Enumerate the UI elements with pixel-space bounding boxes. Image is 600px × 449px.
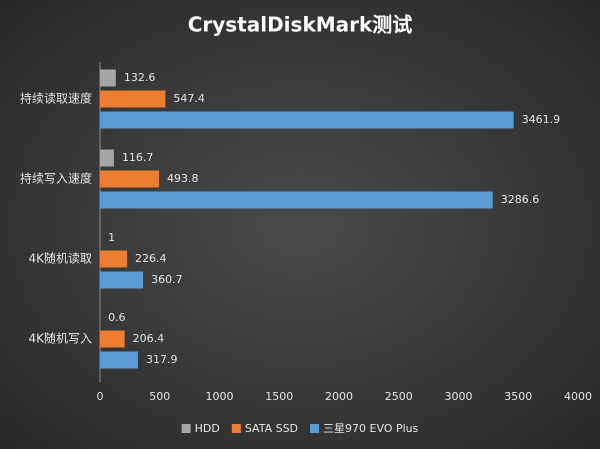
bar — [100, 191, 493, 209]
bar — [100, 149, 114, 167]
legend-swatch — [181, 424, 191, 433]
bar — [100, 170, 160, 188]
category-label: 4K随机写入 — [28, 331, 92, 346]
x-tick-label: 500 — [149, 390, 170, 403]
x-tick-label: 4000 — [564, 390, 592, 403]
value-label: 116.7 — [122, 151, 154, 164]
x-tick-label: 1000 — [206, 390, 234, 403]
bar — [100, 271, 144, 289]
legend-swatch — [231, 424, 241, 433]
value-label: 3286.6 — [501, 193, 539, 206]
x-tick-label: 0 — [97, 390, 104, 403]
value-label: 132.6 — [124, 71, 156, 84]
bar — [100, 90, 166, 108]
value-label: 317.9 — [146, 353, 178, 366]
legend-label: SATA SSD — [245, 422, 298, 435]
x-tick-label: 2500 — [385, 390, 413, 403]
x-tick-label: 1500 — [265, 390, 293, 403]
value-label: 206.4 — [133, 332, 165, 345]
value-label: 226.4 — [135, 252, 167, 265]
bar — [100, 351, 138, 369]
bar — [100, 69, 116, 87]
bar — [100, 250, 128, 268]
category-label: 持续写入速度 — [20, 171, 92, 186]
legend-label: HDD — [195, 422, 220, 435]
chart-title: CrystalDiskMark测试 — [188, 13, 413, 37]
value-label: 360.7 — [151, 273, 183, 286]
value-label: 1 — [108, 231, 115, 244]
x-tick-label: 2000 — [325, 390, 353, 403]
bar — [100, 111, 514, 129]
value-label: 493.8 — [167, 172, 199, 185]
value-label: 547.4 — [173, 92, 205, 105]
category-label: 4K随机读取 — [28, 251, 92, 266]
legend-label: 三星970 EVO Plus — [323, 422, 419, 435]
category-label: 持续读取速度 — [20, 91, 92, 106]
bar — [100, 330, 125, 348]
x-tick-label: 3000 — [445, 390, 473, 403]
value-label: 3461.9 — [522, 113, 561, 126]
x-tick-label: 3500 — [504, 390, 532, 403]
value-label: 0.6 — [108, 311, 126, 324]
legend-swatch — [310, 424, 320, 433]
